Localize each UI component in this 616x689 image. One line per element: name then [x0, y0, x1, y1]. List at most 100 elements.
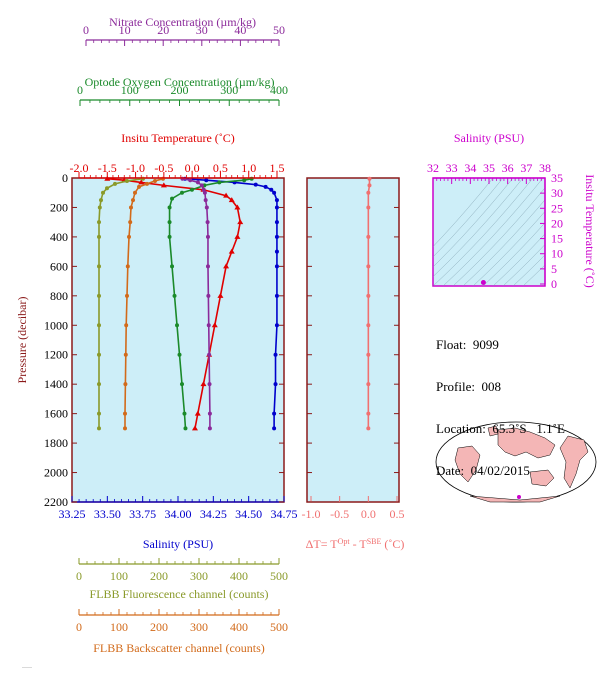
- temperature-point: [234, 233, 241, 239]
- delta-t-title-part: (˚C): [381, 537, 404, 551]
- delta_t-point: [366, 234, 371, 239]
- ts-density-contour: [492, 233, 545, 286]
- oxygen-point: [249, 176, 254, 181]
- temperature-point: [223, 192, 230, 198]
- delta-t-tick-label: 0.0: [361, 507, 376, 521]
- fluorescence-point: [97, 352, 101, 357]
- pressure-tick-label: 400: [50, 230, 68, 244]
- temperature-point: [223, 263, 230, 269]
- ts-density-contour: [502, 244, 545, 286]
- ts-temp-tick-label: 10: [551, 247, 563, 261]
- delta-t-tick-label: -0.5: [330, 507, 349, 521]
- ts-density-contour: [512, 254, 545, 286]
- oxygen-point: [182, 411, 187, 416]
- temperature-point: [217, 292, 224, 298]
- nitrate-tick-label: 30: [196, 23, 208, 37]
- pressure-tick-label: 800: [50, 289, 68, 303]
- salinity-point: [274, 323, 279, 328]
- oxygen-point: [172, 293, 177, 298]
- backscatter-point: [123, 411, 127, 416]
- oxygen-tick-label: 200: [171, 83, 189, 97]
- backscatter-tick-label: 0: [76, 620, 82, 634]
- delta_t-point: [366, 264, 371, 269]
- delta_t-point: [367, 183, 372, 188]
- ts-temp-tick-label: 25: [551, 201, 563, 215]
- fluorescence-point: [97, 264, 101, 269]
- temperature-point: [200, 381, 207, 387]
- salinity-point: [274, 220, 279, 225]
- oxygen-tick-label: 300: [220, 83, 238, 97]
- delta_t-point: [366, 323, 371, 328]
- fluorescence-tick-label: 0: [76, 569, 82, 583]
- salinity-point: [274, 205, 279, 210]
- fluorescence-point: [97, 382, 101, 387]
- salinity-point: [204, 178, 209, 183]
- float-id: Float: 9099: [436, 337, 499, 352]
- pressure-tick-label: 1400: [44, 377, 68, 391]
- oxygen-point: [170, 196, 175, 201]
- backscatter-line: [124, 177, 164, 429]
- temperature-point: [160, 182, 167, 188]
- pressure-tick-label: 1600: [44, 407, 68, 421]
- ts-temp-axis-title: Insitu Temperature (˚C): [583, 174, 597, 288]
- temperature-tick-label: 0.5: [213, 161, 228, 175]
- nitrate-tick-label: 0: [83, 23, 89, 37]
- location: Location: 65.3˚S 1.1˚E: [436, 421, 565, 436]
- map-landmass-antarctica: [469, 495, 561, 503]
- fluorescence-tick-label: 400: [230, 569, 248, 583]
- salinity-point: [253, 182, 258, 187]
- ts-density-contour: [462, 199, 545, 286]
- backscatter-point: [133, 190, 137, 195]
- delta_t-point: [367, 176, 372, 181]
- ts_salinity-tick-label: 32: [427, 161, 439, 175]
- temperature-tick-label: 0.0: [185, 161, 200, 175]
- ts-density-contour: [522, 264, 545, 286]
- oxygen-point: [217, 180, 222, 185]
- ts-temp-tick-label: 20: [551, 216, 563, 230]
- oxygen-point: [179, 190, 184, 195]
- map-landmass-greenland: [487, 425, 499, 437]
- salinity-tick-label: 34.00: [165, 507, 192, 521]
- nitrate-point: [204, 205, 209, 210]
- pressure-tick-label: 0: [62, 171, 68, 185]
- salinity-point: [274, 249, 279, 254]
- salinity-tick-label: 33.75: [129, 507, 156, 521]
- float-location-marker: [517, 495, 521, 499]
- pressure-tick-label: 1200: [44, 348, 68, 362]
- temperature-line: [107, 177, 242, 429]
- delta-t-title-part: ΔT= T: [306, 537, 339, 551]
- backscatter-tick-label: 300: [190, 620, 208, 634]
- fluorescence-point: [97, 323, 101, 328]
- backscatter-point: [161, 176, 165, 181]
- temperature-tick-label: -1.0: [126, 161, 145, 175]
- backscatter-axis-title: FLBB Backscatter channel (counts): [93, 641, 265, 655]
- backscatter-point: [123, 352, 128, 357]
- temperature-point: [228, 197, 235, 203]
- nitrate-tick-label: 50: [273, 23, 285, 37]
- ts_salinity-axis-title: Salinity (PSU): [454, 131, 524, 145]
- backscatter-point: [125, 293, 129, 298]
- backscatter-tick-label: 500: [270, 620, 288, 634]
- oxygen-point: [170, 264, 175, 269]
- fluorescence-point: [113, 181, 117, 186]
- pressure-tick-label: 2000: [44, 466, 68, 480]
- nitrate-point: [206, 293, 211, 298]
- oxygen-point: [175, 323, 180, 328]
- fluorescence-tick-label: 200: [150, 569, 168, 583]
- float-info: Float: 9099 Profile: 008 Location: 65.3˚…: [436, 310, 565, 492]
- ts-density-contour: [442, 178, 544, 286]
- oxygen-point: [179, 382, 184, 387]
- oxygen-axis-title: Optode Oxygen Concentration (µm/kg): [85, 75, 275, 89]
- oxygen-point: [167, 234, 172, 239]
- salinity-point: [274, 264, 279, 269]
- salinity-tick-label: 34.50: [235, 507, 262, 521]
- delta-t-tick-label: -1.0: [302, 507, 321, 521]
- delta-t-title-part: Opt: [338, 537, 351, 546]
- temperature-point: [228, 248, 235, 254]
- pressure-axis-title: Pressure (decibar): [15, 297, 29, 384]
- delta_t-point: [366, 190, 371, 195]
- temperature-point: [234, 204, 241, 210]
- nitrate-point: [205, 264, 210, 269]
- salinity-point: [263, 184, 268, 189]
